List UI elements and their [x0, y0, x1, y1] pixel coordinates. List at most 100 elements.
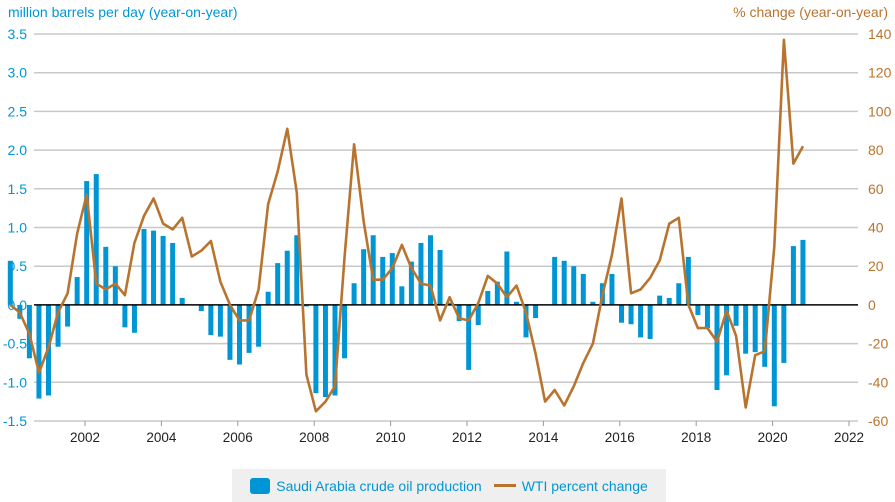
bar	[36, 304, 42, 399]
bar	[74, 277, 80, 305]
chart-canvas: million barrels per day (year-on-year) %…	[3, 4, 892, 445]
bar	[533, 304, 539, 319]
bar	[590, 301, 596, 305]
bar	[571, 266, 577, 305]
bar	[198, 304, 204, 312]
legend-label-wti: WTI percent change	[521, 477, 648, 494]
right-tick-label: -40	[868, 374, 888, 390]
gridlines	[34, 33, 858, 422]
bar	[657, 295, 663, 305]
left-tick-label: -1.5	[3, 413, 27, 429]
bar	[456, 304, 462, 322]
bar	[256, 304, 262, 347]
bar	[141, 229, 147, 305]
bar	[351, 283, 357, 305]
right-tick-label: 120	[868, 65, 892, 81]
bar	[628, 304, 634, 325]
bar	[666, 297, 672, 305]
left-axis-label: million barrels per day (year-on-year)	[8, 4, 238, 20]
x-tick-label: 2002	[70, 430, 100, 445]
bar	[122, 304, 128, 328]
bar	[647, 304, 653, 339]
bar	[447, 302, 453, 305]
bar	[743, 304, 749, 354]
bar	[762, 304, 768, 367]
x-tick-label: 2012	[452, 430, 482, 445]
bar	[714, 304, 720, 391]
bar	[552, 256, 558, 305]
x-tick-label: 2022	[834, 430, 864, 445]
bar	[685, 256, 691, 305]
bar	[303, 304, 309, 307]
bar	[733, 304, 739, 326]
left-tick-label: 2.5	[8, 103, 28, 119]
production-bars	[7, 174, 806, 407]
bar	[724, 304, 730, 376]
bar	[561, 260, 567, 305]
bar	[418, 242, 424, 305]
bar	[160, 236, 166, 305]
bar	[752, 304, 758, 353]
bar	[389, 253, 395, 305]
right-tick-label: -60	[868, 413, 888, 429]
bar	[676, 283, 682, 305]
bar	[294, 235, 300, 305]
x-tick-label: 2018	[681, 430, 711, 445]
left-tick-label: 2.0	[8, 142, 28, 158]
bar	[609, 273, 615, 305]
legend-item-wti[interactable]: WTI percent change	[493, 477, 648, 494]
bar	[485, 290, 491, 305]
bar	[408, 261, 414, 305]
bar	[151, 230, 157, 305]
left-tick-label: -1.0	[3, 374, 27, 390]
bar	[513, 301, 519, 305]
right-tick-label: 140	[868, 26, 892, 42]
bar	[475, 304, 481, 326]
bar	[342, 304, 348, 359]
legend-item-production[interactable]: Saudi Arabia crude oil production	[250, 477, 482, 494]
bar	[504, 251, 510, 305]
bar	[7, 260, 13, 305]
bar	[332, 304, 338, 396]
bar	[170, 242, 176, 305]
bar	[246, 304, 252, 353]
bar	[580, 273, 586, 305]
legend-label-production: Saudi Arabia crude oil production	[276, 477, 482, 494]
bar	[217, 304, 223, 337]
x-tick-label: 2016	[605, 430, 635, 445]
bar	[790, 246, 796, 305]
right-tick-label: 60	[868, 181, 884, 197]
bar	[523, 304, 529, 338]
bar	[208, 304, 214, 336]
left-tick-label: 3.5	[8, 26, 28, 42]
left-tick-label: 3.0	[8, 65, 28, 81]
bar	[93, 174, 99, 305]
bar	[179, 297, 185, 305]
bar	[313, 304, 319, 394]
x-tick-label: 2020	[758, 430, 788, 445]
x-tick-label: 2010	[376, 430, 406, 445]
bar-swatch-icon	[250, 477, 271, 494]
bar	[619, 304, 624, 323]
right-tick-label: 100	[868, 103, 892, 119]
bar	[695, 304, 701, 315]
bar	[322, 304, 328, 398]
line-swatch-icon	[493, 484, 516, 487]
bar	[237, 304, 242, 365]
x-tick-label: 2006	[223, 430, 253, 445]
bar	[103, 246, 109, 305]
bar	[227, 304, 233, 360]
left-tick-label: 1.5	[8, 181, 28, 197]
bar	[55, 304, 61, 347]
right-tick-label: 20	[868, 258, 884, 274]
right-axis-label: % change (year-on-year)	[733, 4, 888, 20]
legend: Saudi Arabia crude oil production WTI pe…	[232, 469, 666, 502]
bar	[428, 235, 433, 305]
bar	[131, 304, 137, 333]
bar	[399, 286, 405, 305]
right-tick-label: -20	[868, 336, 888, 352]
bar	[781, 304, 787, 363]
bar	[704, 304, 710, 329]
left-axis-ticks: 3.53.02.52.01.51.00.50.0-0.5-1.0-1.5	[3, 26, 27, 429]
bar	[84, 181, 90, 305]
